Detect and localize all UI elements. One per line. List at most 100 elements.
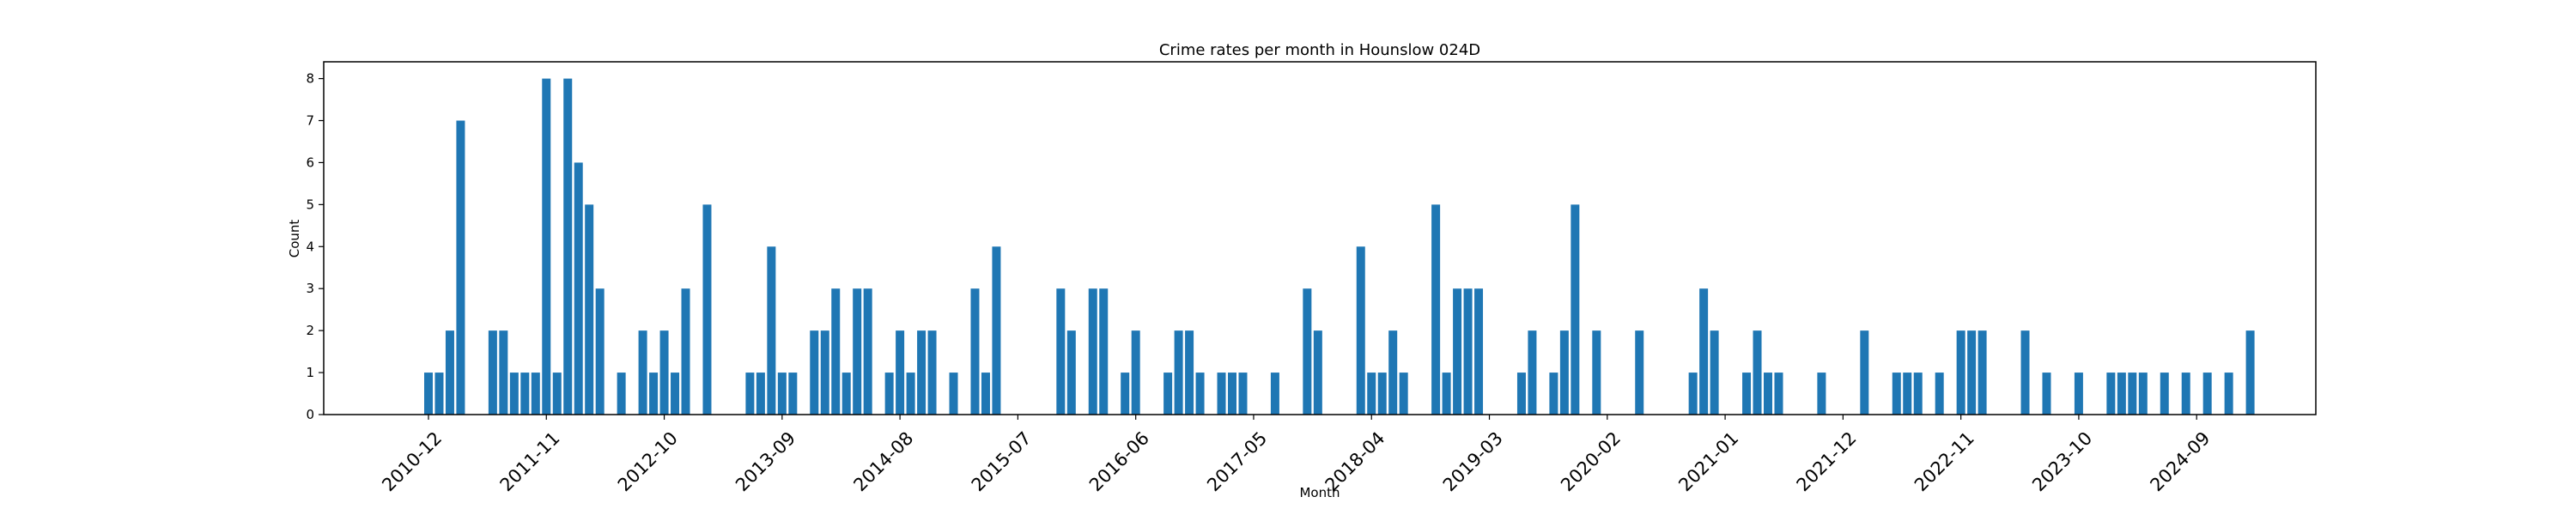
bar-2021-06 (1774, 373, 1783, 415)
x-tick-label: 2012-10 (614, 427, 682, 495)
bar-2017-11 (1313, 330, 1322, 415)
x-tick-label: 2023-10 (2028, 427, 2096, 495)
y-tick-label: 0 (306, 407, 314, 422)
bar-2018-11 (1442, 373, 1451, 415)
bar-2023-01 (1978, 330, 1987, 415)
bar-2012-02 (574, 162, 583, 415)
bar-2012-09 (649, 373, 659, 415)
bar-2014-08 (896, 330, 905, 415)
y-tick-label: 8 (306, 71, 314, 87)
bar-2019-07 (1528, 330, 1537, 415)
bar-2014-02 (831, 288, 841, 415)
bar-2022-06 (1903, 373, 1912, 415)
y-tick-label: 2 (306, 323, 314, 338)
bar-2015-03 (970, 288, 980, 415)
bar-2014-10 (917, 330, 927, 415)
bar-2013-02 (702, 204, 712, 415)
bar-2016-11 (1185, 330, 1194, 415)
y-axis: 0 1 2 3 4 5 6 7 8 (306, 71, 324, 422)
bar-2019-09 (1549, 373, 1558, 415)
bar-2016-05 (1121, 373, 1130, 415)
bar-2014-04 (853, 288, 862, 415)
bar-2019-10 (1559, 330, 1569, 415)
bar-2012-03 (585, 204, 594, 415)
bar-2014-07 (884, 373, 894, 415)
y-tick-label: 1 (306, 365, 314, 380)
bar-2018-12 (1453, 288, 1462, 415)
x-tick-label: 2024-09 (2146, 427, 2214, 495)
bar-2012-08 (638, 330, 647, 415)
bar-2016-06 (1131, 330, 1140, 415)
bar-2011-03 (456, 120, 465, 415)
bar-2024-02 (2117, 373, 2126, 415)
bar-2014-01 (820, 330, 829, 415)
bar-2022-07 (1913, 373, 1923, 415)
bar-2018-03 (1356, 246, 1365, 415)
bar-2011-11 (542, 78, 551, 415)
bar-2012-10 (659, 330, 669, 415)
x-tick-label: 2021-01 (1674, 427, 1742, 495)
bar-2020-11 (1699, 288, 1709, 415)
bar-2011-08 (509, 373, 519, 415)
bars-layer (424, 78, 2255, 415)
x-tick-label: 2020-02 (1557, 427, 1625, 495)
bar-2022-02 (1860, 330, 1869, 415)
bar-2021-05 (1764, 373, 1772, 415)
bar-2022-11 (1956, 330, 1965, 415)
plot-frame (323, 61, 2317, 415)
bar-2011-07 (499, 330, 508, 415)
bar-2016-02 (1088, 288, 1097, 415)
bar-2017-10 (1303, 288, 1312, 415)
y-tick-label: 4 (306, 239, 314, 254)
bar-2020-01 (1592, 330, 1601, 415)
bar-2011-12 (552, 373, 562, 415)
bar-2018-05 (1377, 373, 1387, 415)
x-tick-label: 2016-06 (1085, 427, 1153, 495)
x-axis-label: Month (1299, 485, 1340, 500)
bar-2014-11 (927, 330, 937, 415)
bar-2014-09 (906, 373, 915, 415)
bar-2016-03 (1099, 288, 1109, 415)
bar-2011-01 (434, 373, 444, 415)
bar-2024-10 (2202, 373, 2212, 415)
bar-2023-07 (2042, 373, 2051, 415)
bar-2019-06 (1516, 373, 1526, 415)
x-tick-label: 2013-09 (732, 427, 799, 495)
bar-2021-03 (1742, 373, 1752, 415)
bar-2010-12 (424, 373, 433, 415)
y-axis-label: Count (287, 220, 302, 258)
bar-2015-04 (981, 373, 990, 415)
x-tick-label: 2017-05 (1203, 427, 1271, 495)
bar-2018-04 (1367, 373, 1376, 415)
bar-2023-05 (2020, 330, 2030, 415)
bar-2013-10 (788, 373, 798, 415)
bar-2016-09 (1163, 373, 1173, 415)
bar-2013-08 (767, 246, 776, 415)
bar-2015-11 (1056, 288, 1066, 415)
bar-2019-11 (1571, 204, 1580, 415)
bar-2024-12 (2224, 373, 2233, 415)
x-tick-label: 2019-03 (1439, 427, 1507, 495)
x-tick-label: 2010-12 (378, 427, 446, 495)
bar-2012-11 (671, 373, 680, 415)
bar-2013-06 (745, 373, 755, 415)
bar-2023-10 (2074, 373, 2083, 415)
bar-2012-01 (563, 78, 573, 415)
bar-2014-05 (863, 288, 872, 415)
bar-2013-09 (777, 373, 787, 415)
x-tick-label: 2011-11 (496, 427, 564, 495)
bar-2018-07 (1399, 373, 1408, 415)
bar-2011-09 (520, 373, 530, 415)
bar-2012-06 (617, 373, 626, 415)
bar-2025-02 (2245, 330, 2255, 415)
bar-2011-10 (531, 373, 540, 415)
x-axis: 2010-12 2011-11 2012-10 2013-09 2014-08 2015-… (378, 415, 2214, 495)
bar-2024-01 (2106, 373, 2116, 415)
chart-title: Crime rates per month in Hounslow 024D (1159, 41, 1480, 59)
bar-2022-12 (1967, 330, 1977, 415)
bar-2021-10 (1817, 373, 1826, 415)
bar-2012-12 (681, 288, 690, 415)
bar-2014-03 (841, 373, 851, 415)
bar-2024-04 (2138, 373, 2148, 415)
